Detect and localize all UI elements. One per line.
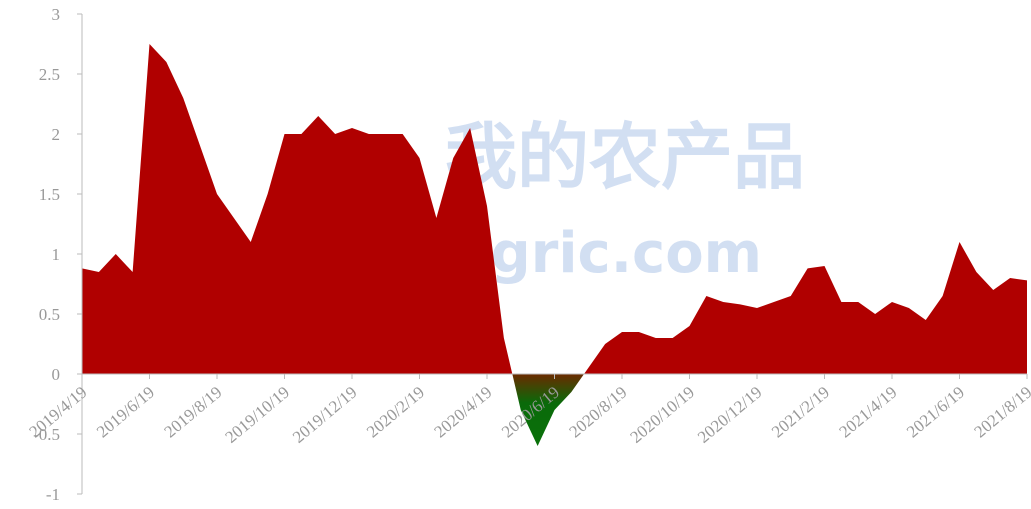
y-tick-label: 1 — [52, 245, 61, 264]
y-tick-label: -1 — [46, 485, 60, 504]
y-tick-label: 0 — [52, 365, 61, 384]
area — [82, 44, 1027, 446]
x-tick-label: 2021/4/19 — [836, 383, 901, 442]
x-tick-label: 2020/4/19 — [431, 383, 496, 442]
y-tick-label: 1.5 — [39, 185, 60, 204]
x-tick-label: 2020/2/19 — [363, 383, 428, 442]
x-tick-label: 2019/10/19 — [222, 383, 294, 447]
x-tick-label: 2019/8/19 — [161, 383, 226, 442]
x-tick-label: 2019/6/19 — [93, 383, 158, 442]
x-tick-label: 2021/6/19 — [903, 383, 968, 442]
x-tick-label: 2020/8/19 — [566, 383, 631, 442]
x-tick-label: 2019/12/19 — [289, 383, 361, 447]
y-tick-label: -0.5 — [33, 425, 60, 444]
y-tick-label: 2.5 — [39, 65, 60, 84]
y-tick-label: 3 — [52, 5, 61, 24]
x-tick-label: 2021/2/19 — [768, 383, 833, 442]
x-tick-label: 2020/10/19 — [627, 383, 699, 447]
watermark: 我的农产品 — [445, 115, 805, 199]
x-tick-label: 2021/8/19 — [971, 383, 1031, 442]
x-tick-label: 2020/12/19 — [694, 383, 766, 447]
y-tick-label: 2 — [52, 125, 61, 144]
y-tick-label: 0.5 — [39, 305, 60, 324]
